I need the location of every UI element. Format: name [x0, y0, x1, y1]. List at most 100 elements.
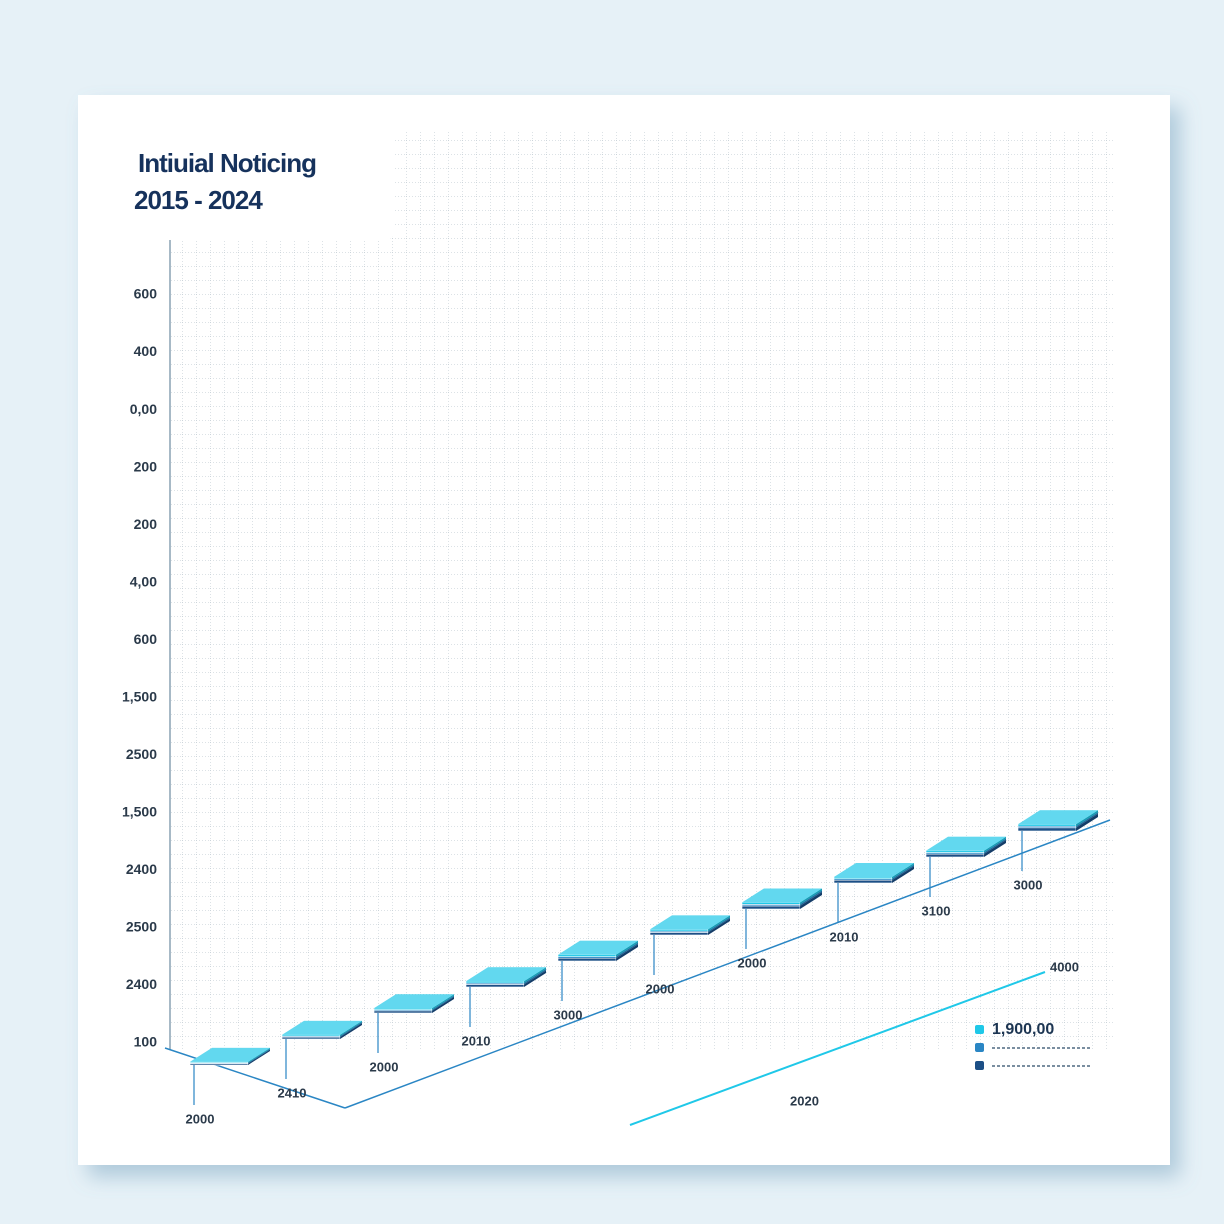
- bar-side: [708, 918, 730, 935]
- bar-front: [925, 853, 985, 858]
- bar-side: [616, 944, 638, 961]
- bar-top-shine: [558, 940, 638, 955]
- bar-side: [892, 864, 914, 881]
- bar-top-shine: [190, 1047, 270, 1062]
- x-tick-label: 2000: [646, 981, 675, 996]
- bar-segment: [741, 890, 822, 907]
- bar-top-shine: [650, 915, 730, 930]
- bar-side: [1076, 812, 1098, 828]
- legend-label: 1,900,00: [992, 1021, 1054, 1038]
- bar-top: [374, 994, 454, 1009]
- x-tick-label: 2410: [278, 1085, 307, 1100]
- bar-side: [800, 888, 822, 905]
- trend-line: [629, 971, 1046, 1126]
- bar-top: [742, 888, 822, 903]
- bar-side: [524, 969, 546, 985]
- x-tick-label: 2000: [738, 955, 767, 970]
- bar-side-shade: [524, 970, 546, 987]
- y-axis-label: 2500: [126, 746, 157, 762]
- x-tick-label: 2010: [830, 929, 859, 944]
- bar-segment: [741, 891, 822, 910]
- bar-side: [616, 940, 638, 957]
- bar-side: [524, 970, 546, 987]
- bar-side: [1076, 813, 1098, 831]
- bar-segment: [373, 995, 454, 1012]
- bar-side: [892, 866, 914, 883]
- bar-side: [432, 995, 454, 1011]
- bar-top: [282, 1020, 362, 1035]
- bar-side-shade: [524, 967, 546, 983]
- bar-side-shade: [524, 969, 546, 985]
- bar-front: [649, 932, 709, 936]
- bar-side: [984, 836, 1006, 853]
- bar-front: [925, 850, 985, 853]
- bar-side: [432, 994, 454, 1010]
- bar-side-shade: [800, 890, 822, 906]
- bar-side: [432, 996, 454, 1013]
- bar-front: [833, 879, 893, 884]
- bar-side-shade: [616, 944, 638, 961]
- bar-top: [650, 915, 730, 930]
- bar-front: [189, 1061, 249, 1064]
- bar-side: [708, 917, 730, 933]
- bar-side-shade: [708, 917, 730, 933]
- grid: [170, 130, 1115, 1050]
- bar-top-shine: [466, 967, 546, 982]
- bar-top: [558, 940, 638, 955]
- y-axis-label: 600: [134, 631, 158, 647]
- bar-front: [281, 1034, 341, 1037]
- y-axis-label: 200: [134, 516, 158, 532]
- y-axis-label: 2400: [126, 861, 157, 877]
- bar-front: [741, 902, 801, 905]
- bar-side-shade: [984, 838, 1006, 855]
- bar-front: [465, 980, 525, 984]
- bar-side: [340, 1023, 362, 1039]
- bar-segment: [373, 994, 454, 1011]
- bar-side: [800, 890, 822, 906]
- bar-segment: [833, 863, 914, 880]
- bar-side-shade: [1076, 813, 1098, 831]
- bar-side-shade: [708, 915, 730, 932]
- legend-swatch: [975, 1025, 984, 1034]
- x-tick-label: 3100: [922, 903, 951, 918]
- bar-side: [248, 1047, 270, 1063]
- bar-segment: [465, 967, 546, 984]
- bar-segment: [925, 836, 1006, 853]
- chart-subtitle: 2015 - 2024: [134, 185, 263, 215]
- bar-segment: [833, 864, 914, 881]
- bar-side-shade: [616, 942, 638, 959]
- legend-swatch: [975, 1043, 984, 1052]
- x-tick-label: 3000: [554, 1007, 583, 1022]
- bar-front: [557, 957, 617, 962]
- y-axis-label: 100: [134, 1034, 158, 1050]
- bar-side-shade: [432, 995, 454, 1011]
- bar-side-shade: [616, 940, 638, 957]
- x-axis-edge: [164, 1047, 346, 1109]
- title-box: [100, 110, 395, 240]
- bar-side-shade: [800, 891, 822, 909]
- y-axis-label: 1,500: [122, 688, 157, 704]
- bar-segment: [465, 970, 546, 988]
- bar-side: [248, 1049, 270, 1065]
- y-axis-label: 2500: [126, 919, 157, 935]
- y-axis-label: 400: [134, 343, 158, 359]
- x-tick-label: 2010: [462, 1033, 491, 1048]
- bar-side-shade: [892, 863, 914, 879]
- y-axis-label: 200: [134, 458, 158, 474]
- bar-side: [984, 840, 1006, 857]
- bar-segment: [1017, 810, 1098, 827]
- bar-top: [834, 863, 914, 877]
- bar-side: [1076, 810, 1098, 827]
- bar-front: [465, 984, 525, 988]
- bar-side-shade: [248, 1047, 270, 1063]
- bar-side-shade: [340, 1020, 362, 1037]
- bar-side: [984, 838, 1006, 855]
- bar-side-shade: [892, 866, 914, 883]
- bar-side-shade: [340, 1023, 362, 1039]
- bar-side: [340, 1022, 362, 1038]
- bar-front: [373, 1007, 433, 1011]
- y-axis-label: 600: [134, 286, 158, 302]
- bar-segment: [281, 1023, 362, 1040]
